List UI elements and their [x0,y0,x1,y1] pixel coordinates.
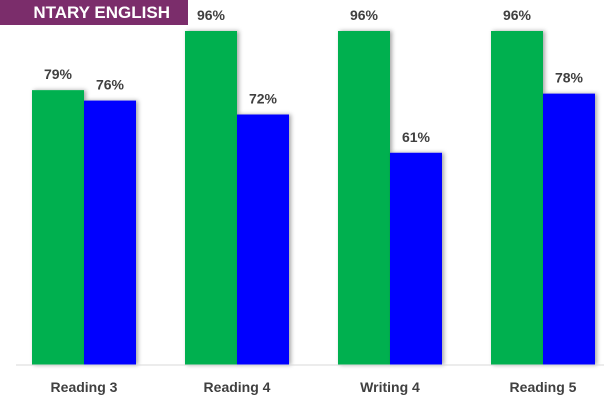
data-label-writing-4-series-2: 61% [402,129,431,145]
data-label-reading-5-series-2: 78% [555,70,584,86]
bar-reading-4-series-1 [185,31,237,365]
category-label-reading-5: Reading 5 [510,379,577,395]
bars-group [32,31,595,365]
category-label-reading-3: Reading 3 [51,379,118,395]
bar-writing-4-series-2 [390,152,442,365]
bar-reading-3-series-2 [84,100,136,365]
data-label-writing-4-series-1: 96% [350,7,379,23]
bar-writing-4-series-1 [338,31,390,365]
data-label-reading-4-series-1: 96% [197,7,226,23]
data-label-reading-3-series-1: 79% [44,66,73,82]
chart-title-banner: NTARY ENGLISH [0,0,188,25]
category-label-writing-4: Writing 4 [360,379,420,395]
data-label-reading-5-series-1: 96% [503,7,532,23]
data-label-reading-3-series-2: 76% [96,77,125,93]
data-label-reading-4-series-2: 72% [249,91,278,107]
bar-reading-3-series-1 [32,90,84,365]
bar-reading-5-series-1 [491,31,543,365]
labels-group: 79% 76% Reading 3 96% 72% Reading 4 96% 61% Writ… [44,7,584,395]
bar-reading-5-series-2 [543,93,595,365]
category-label-reading-4: Reading 4 [204,379,271,395]
chart-title: NTARY ENGLISH [33,3,170,22]
bar-reading-4-series-2 [237,114,289,365]
